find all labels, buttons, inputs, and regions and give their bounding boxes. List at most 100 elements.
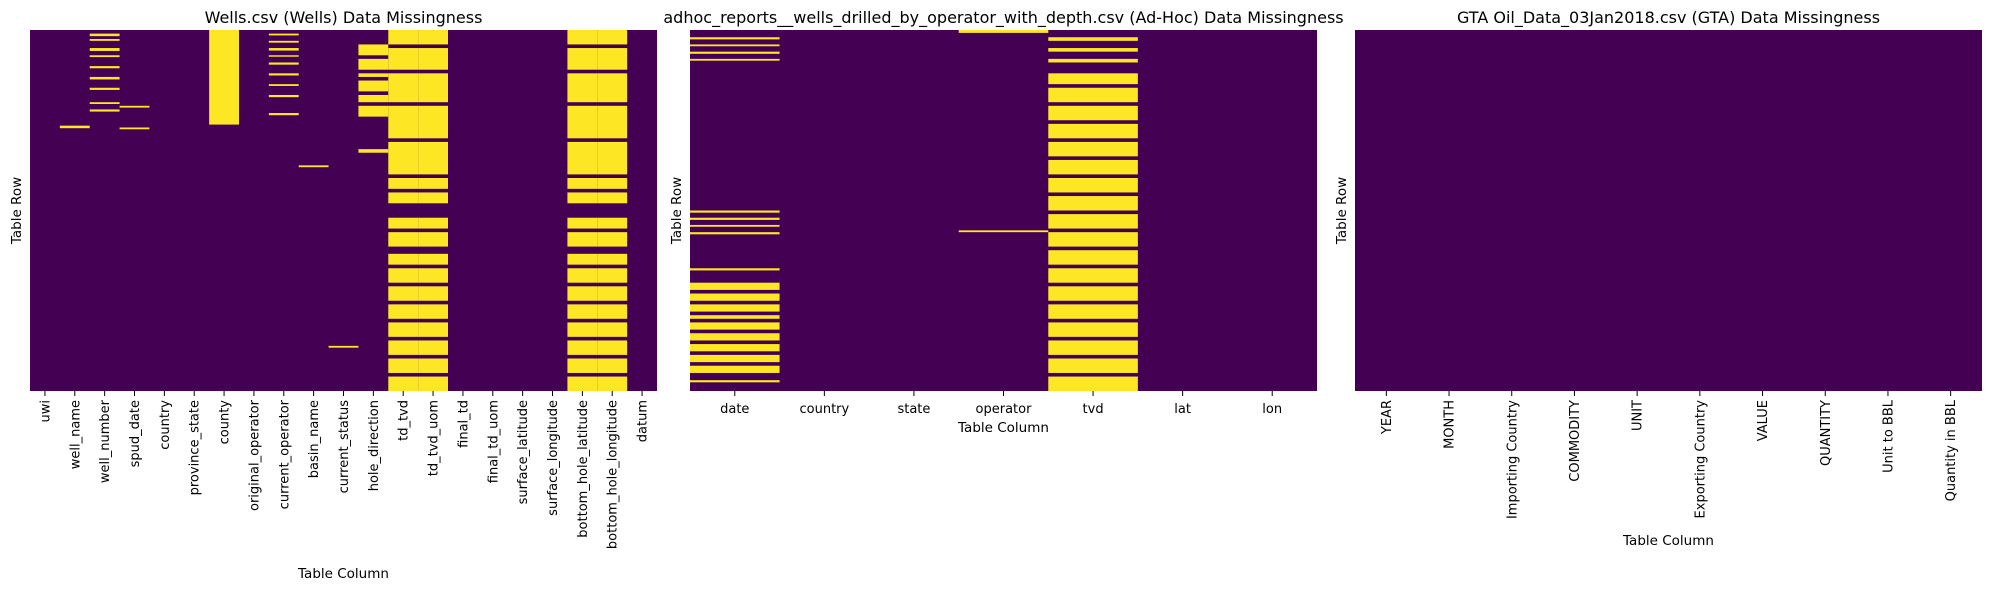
adhoc-missing-cell bbox=[690, 293, 780, 301]
wells-missing-cell bbox=[567, 340, 598, 355]
adhoc-tick-label: lat bbox=[1174, 402, 1191, 417]
adhoc-tick-label: country bbox=[799, 402, 849, 417]
adhoc-missing-cell bbox=[690, 210, 780, 213]
wells-missing-cell bbox=[418, 253, 448, 265]
adhoc-missing-cell bbox=[1048, 232, 1138, 247]
wells-tick-label: td_tvd bbox=[397, 400, 412, 441]
wells-missing-cell bbox=[418, 322, 448, 337]
wells-missing-cell bbox=[358, 105, 389, 117]
wells-missing-cell bbox=[388, 304, 419, 319]
wells-missing-cell bbox=[418, 192, 448, 204]
wells-missing-cell bbox=[358, 94, 389, 103]
adhoc-missing-marks bbox=[690, 30, 1138, 391]
wells-missing-cell bbox=[268, 40, 299, 43]
wells-missing-cell bbox=[418, 268, 448, 283]
wells-missing-cell bbox=[597, 217, 628, 229]
wells-missing-marks bbox=[59, 30, 628, 391]
wells-missing-cell bbox=[418, 178, 448, 189]
wells-missing-cell bbox=[567, 48, 598, 70]
wells-missing-cell bbox=[388, 105, 419, 139]
wells-missing-cell bbox=[268, 48, 299, 51]
gta-tick-label: Exporting Country bbox=[1693, 400, 1708, 519]
adhoc-missing-cell bbox=[690, 44, 780, 47]
wells-missing-cell bbox=[358, 58, 389, 70]
wells-tick-label: hole_direction bbox=[367, 400, 382, 491]
adhoc-missing-cell bbox=[690, 344, 780, 352]
wells-tick-label: current_status bbox=[337, 400, 352, 494]
wells-tick-label: county bbox=[218, 400, 233, 445]
wells-missing-cell bbox=[418, 376, 448, 391]
wells-missing-cell bbox=[567, 232, 598, 247]
wells-missing-cell bbox=[567, 192, 598, 204]
wells-missing-cell bbox=[597, 30, 628, 45]
wells-missing-cell bbox=[388, 192, 419, 204]
adhoc-panel: adhoc_reports__wells_drilled_by_operator… bbox=[663, 8, 1343, 436]
wells-missing-cell bbox=[597, 358, 628, 373]
wells-missing-cell bbox=[268, 62, 299, 65]
wells-tick-label: final_td_uom bbox=[486, 400, 501, 483]
gta-tick-label: VALUE bbox=[1756, 400, 1771, 441]
gta-tick-label: COMMODITY bbox=[1568, 400, 1583, 482]
adhoc-missing-cell bbox=[690, 268, 780, 271]
adhoc-chart-title: adhoc_reports__wells_drilled_by_operator… bbox=[663, 8, 1343, 28]
wells-missing-cell bbox=[388, 340, 419, 355]
wells-missing-cell bbox=[328, 345, 359, 348]
wells-tick-label: td_tvd_uom bbox=[427, 400, 442, 476]
gta-x-ticks: YEAR MONTH Importing Country COMMODITY UNIT E… bbox=[1380, 391, 1959, 519]
wells-missing-cell bbox=[597, 286, 628, 301]
wells-missing-cell bbox=[388, 178, 419, 189]
wells-missing-cell bbox=[597, 376, 628, 391]
wells-missing-cell bbox=[418, 30, 448, 45]
wells-tick-label: bottom_hole_longitude bbox=[606, 400, 621, 549]
gta-tick-label: Importing Country bbox=[1505, 400, 1520, 519]
wells-missing-cell bbox=[418, 358, 448, 373]
wells-missing-cell bbox=[597, 304, 628, 319]
adhoc-missing-cell bbox=[1048, 105, 1138, 121]
gta-y-axis-label: Table Row bbox=[1334, 177, 1350, 245]
gta-tick-label: Quantity in BBL bbox=[1944, 399, 1959, 501]
wells-missing-cell bbox=[567, 304, 598, 319]
adhoc-missing-cell bbox=[690, 217, 780, 220]
wells-tick-label: datum bbox=[636, 400, 651, 442]
wells-missing-cell bbox=[89, 55, 120, 58]
adhoc-missing-cell bbox=[1048, 178, 1138, 193]
adhoc-missing-cell bbox=[1048, 214, 1138, 229]
adhoc-missing-cell bbox=[690, 315, 780, 319]
adhoc-missing-cell bbox=[1048, 58, 1138, 63]
wells-missing-cell bbox=[567, 286, 598, 301]
wells-chart-title: Wells.csv (Wells) Data Missingness bbox=[205, 8, 483, 27]
wells-missing-cell bbox=[418, 73, 448, 103]
wells-tick-label: final_td bbox=[456, 400, 471, 448]
wells-missing-cell bbox=[358, 44, 389, 56]
adhoc-missing-cell bbox=[1048, 37, 1138, 41]
wells-missing-cell bbox=[567, 322, 598, 337]
wells-missing-cell bbox=[418, 286, 448, 301]
gta-tick-label: Unit to BBL bbox=[1881, 399, 1896, 473]
wells-missing-cell bbox=[418, 217, 448, 229]
wells-missing-cell bbox=[418, 105, 448, 139]
wells-missing-cell bbox=[567, 217, 598, 229]
adhoc-missing-cell bbox=[1048, 73, 1138, 85]
adhoc-missing-cell bbox=[958, 230, 1049, 233]
adhoc-missing-cell bbox=[1048, 141, 1138, 157]
wells-missing-cell bbox=[89, 39, 120, 41]
wells-missing-cell bbox=[597, 192, 628, 204]
wells-missing-cell bbox=[418, 48, 448, 70]
wells-missing-cell bbox=[388, 141, 419, 175]
wells-missing-cell bbox=[388, 217, 419, 229]
wells-missing-cell bbox=[567, 268, 598, 283]
wells-missing-cell bbox=[89, 87, 120, 90]
adhoc-missing-cell bbox=[690, 304, 780, 312]
adhoc-missing-cell bbox=[690, 354, 780, 363]
wells-missing-cell bbox=[567, 30, 598, 45]
wells-tick-label: original_operator bbox=[247, 399, 262, 511]
wells-tick-label: surface_longitude bbox=[546, 400, 561, 516]
wells-missing-cell bbox=[567, 358, 598, 373]
wells-tick-label: basin_name bbox=[307, 400, 322, 478]
wells-panel: Wells.csv (Wells) Data Missingness uwi we… bbox=[9, 8, 657, 582]
adhoc-missing-cell bbox=[1048, 376, 1138, 391]
wells-missing-cell bbox=[59, 125, 90, 129]
adhoc-missing-cell bbox=[690, 51, 780, 54]
adhoc-tick-label: state bbox=[897, 402, 930, 417]
wells-missing-cell bbox=[597, 48, 628, 70]
